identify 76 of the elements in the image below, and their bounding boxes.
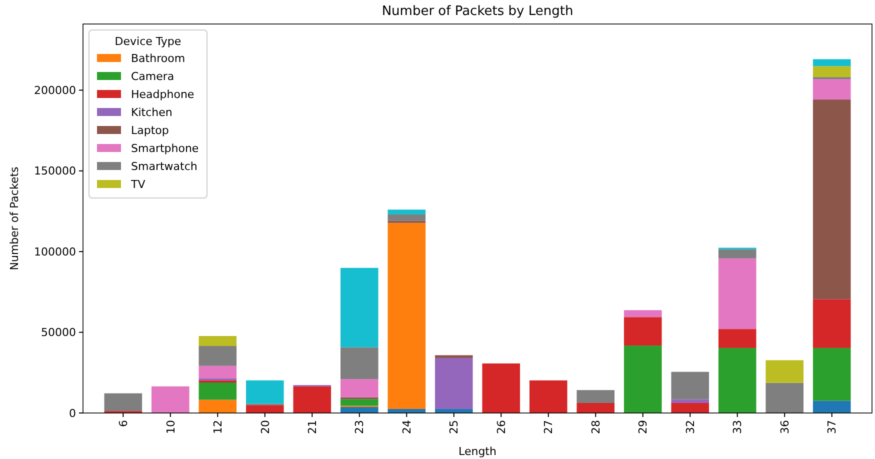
bar <box>718 348 756 413</box>
bar <box>671 372 710 400</box>
bar <box>624 310 662 318</box>
bar <box>812 348 851 401</box>
bar <box>104 393 142 412</box>
x-tick-label: 23 <box>353 420 366 434</box>
bar <box>812 400 851 413</box>
bar <box>340 407 378 413</box>
x-tick-label: 24 <box>400 420 414 434</box>
bar <box>340 268 378 348</box>
x-tick-label: 33 <box>731 420 744 434</box>
x-tick-label: 32 <box>684 420 697 434</box>
bar <box>198 382 237 400</box>
y-axis-title: Number of Packets <box>8 166 21 270</box>
x-tick-label: 27 <box>542 420 556 434</box>
bar <box>718 249 756 258</box>
bar <box>671 402 710 413</box>
bar <box>340 347 378 380</box>
bar <box>293 386 332 413</box>
bar <box>624 346 662 413</box>
bar <box>388 222 426 409</box>
legend-label: Camera <box>131 70 174 83</box>
x-tick-label: 12 <box>212 420 224 434</box>
chart-title: Number of Packets by Length <box>382 4 574 19</box>
bar <box>246 405 284 413</box>
bar <box>340 399 378 406</box>
legend-label: Laptop <box>131 124 169 137</box>
x-tick-label: 37 <box>826 420 839 434</box>
bar <box>766 360 804 383</box>
x-tick-label: 28 <box>589 420 602 434</box>
x-tick-label: 21 <box>306 420 319 434</box>
bar <box>198 366 237 378</box>
x-tick-label: 10 <box>164 420 178 434</box>
bar <box>482 363 520 413</box>
bar <box>576 390 615 403</box>
y-tick-label: 100000 <box>34 245 76 258</box>
x-tick-label: 25 <box>448 420 461 434</box>
bar <box>624 317 662 346</box>
legend-label: Smartwatch <box>131 160 198 173</box>
x-tick-label: 20 <box>258 420 272 434</box>
x-tick-label: 26 <box>494 420 508 434</box>
y-tick-label: 50000 <box>41 326 76 340</box>
bar <box>434 358 473 409</box>
bar <box>388 210 426 214</box>
x-tick-label: 6 <box>117 420 130 427</box>
bar <box>671 399 710 403</box>
legend-title: Device Type <box>114 35 182 48</box>
y-tick-label: 150000 <box>34 164 76 178</box>
y-tick-label: 200000 <box>34 84 76 98</box>
bar <box>246 380 284 404</box>
bar <box>812 66 851 78</box>
legend-label: TV <box>130 178 146 191</box>
bar <box>529 380 568 413</box>
bar <box>434 355 473 358</box>
bar <box>718 258 756 330</box>
bar <box>812 100 851 300</box>
bar <box>812 79 851 100</box>
bar <box>388 214 426 221</box>
x-tick-label: 36 <box>778 420 792 434</box>
bar <box>340 379 378 398</box>
bar <box>812 299 851 348</box>
x-tick-label: 29 <box>636 420 650 434</box>
legend-label: Smartphone <box>131 142 199 155</box>
legend-label: Headphone <box>131 88 194 101</box>
legend-label: Bathroom <box>131 52 186 65</box>
bar <box>812 59 851 66</box>
bar <box>152 386 190 413</box>
legend-label: Kitchen <box>131 106 172 119</box>
bar <box>766 382 804 413</box>
x-axis-title: Length <box>458 445 496 458</box>
bar <box>576 402 615 413</box>
bar <box>198 400 237 413</box>
bar <box>718 329 756 348</box>
y-tick-label: 0 <box>69 406 76 420</box>
bar <box>198 336 237 346</box>
bar <box>198 346 237 366</box>
